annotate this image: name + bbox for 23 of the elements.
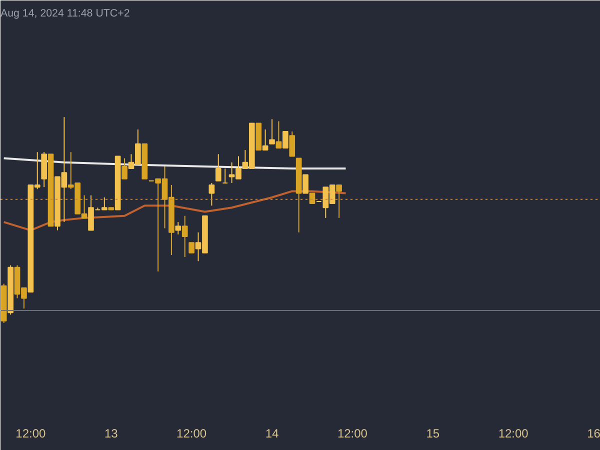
candlestick — [222, 168, 228, 184]
candlestick — [208, 182, 215, 206]
x-tick-label: 15 — [426, 426, 440, 440]
x-tick-label: 12:00 — [176, 426, 207, 440]
candlestick — [262, 128, 268, 151]
candlestick — [188, 242, 194, 254]
candlestick — [289, 131, 296, 157]
x-tick-label: 12:00 — [16, 426, 46, 440]
x-tick-label: 12:00 — [498, 426, 529, 440]
candlestick — [336, 184, 342, 218]
candlestick — [302, 174, 308, 194]
candlestick — [282, 131, 288, 148]
candlestick — [175, 222, 182, 235]
candlestick — [122, 158, 128, 180]
candlestick — [215, 154, 222, 182]
candlestick — [182, 215, 188, 258]
x-tick-label: 14 — [265, 426, 280, 440]
text: Aug 14, 2024 11:48 UTC+2 — [0, 8, 130, 20]
candlestick — [276, 120, 282, 148]
candlestick — [269, 118, 275, 144]
x-tick-label: 12:00 — [337, 426, 368, 440]
x-tick-label: 16 — [587, 426, 600, 440]
x-tick-label: 13 — [104, 426, 118, 440]
